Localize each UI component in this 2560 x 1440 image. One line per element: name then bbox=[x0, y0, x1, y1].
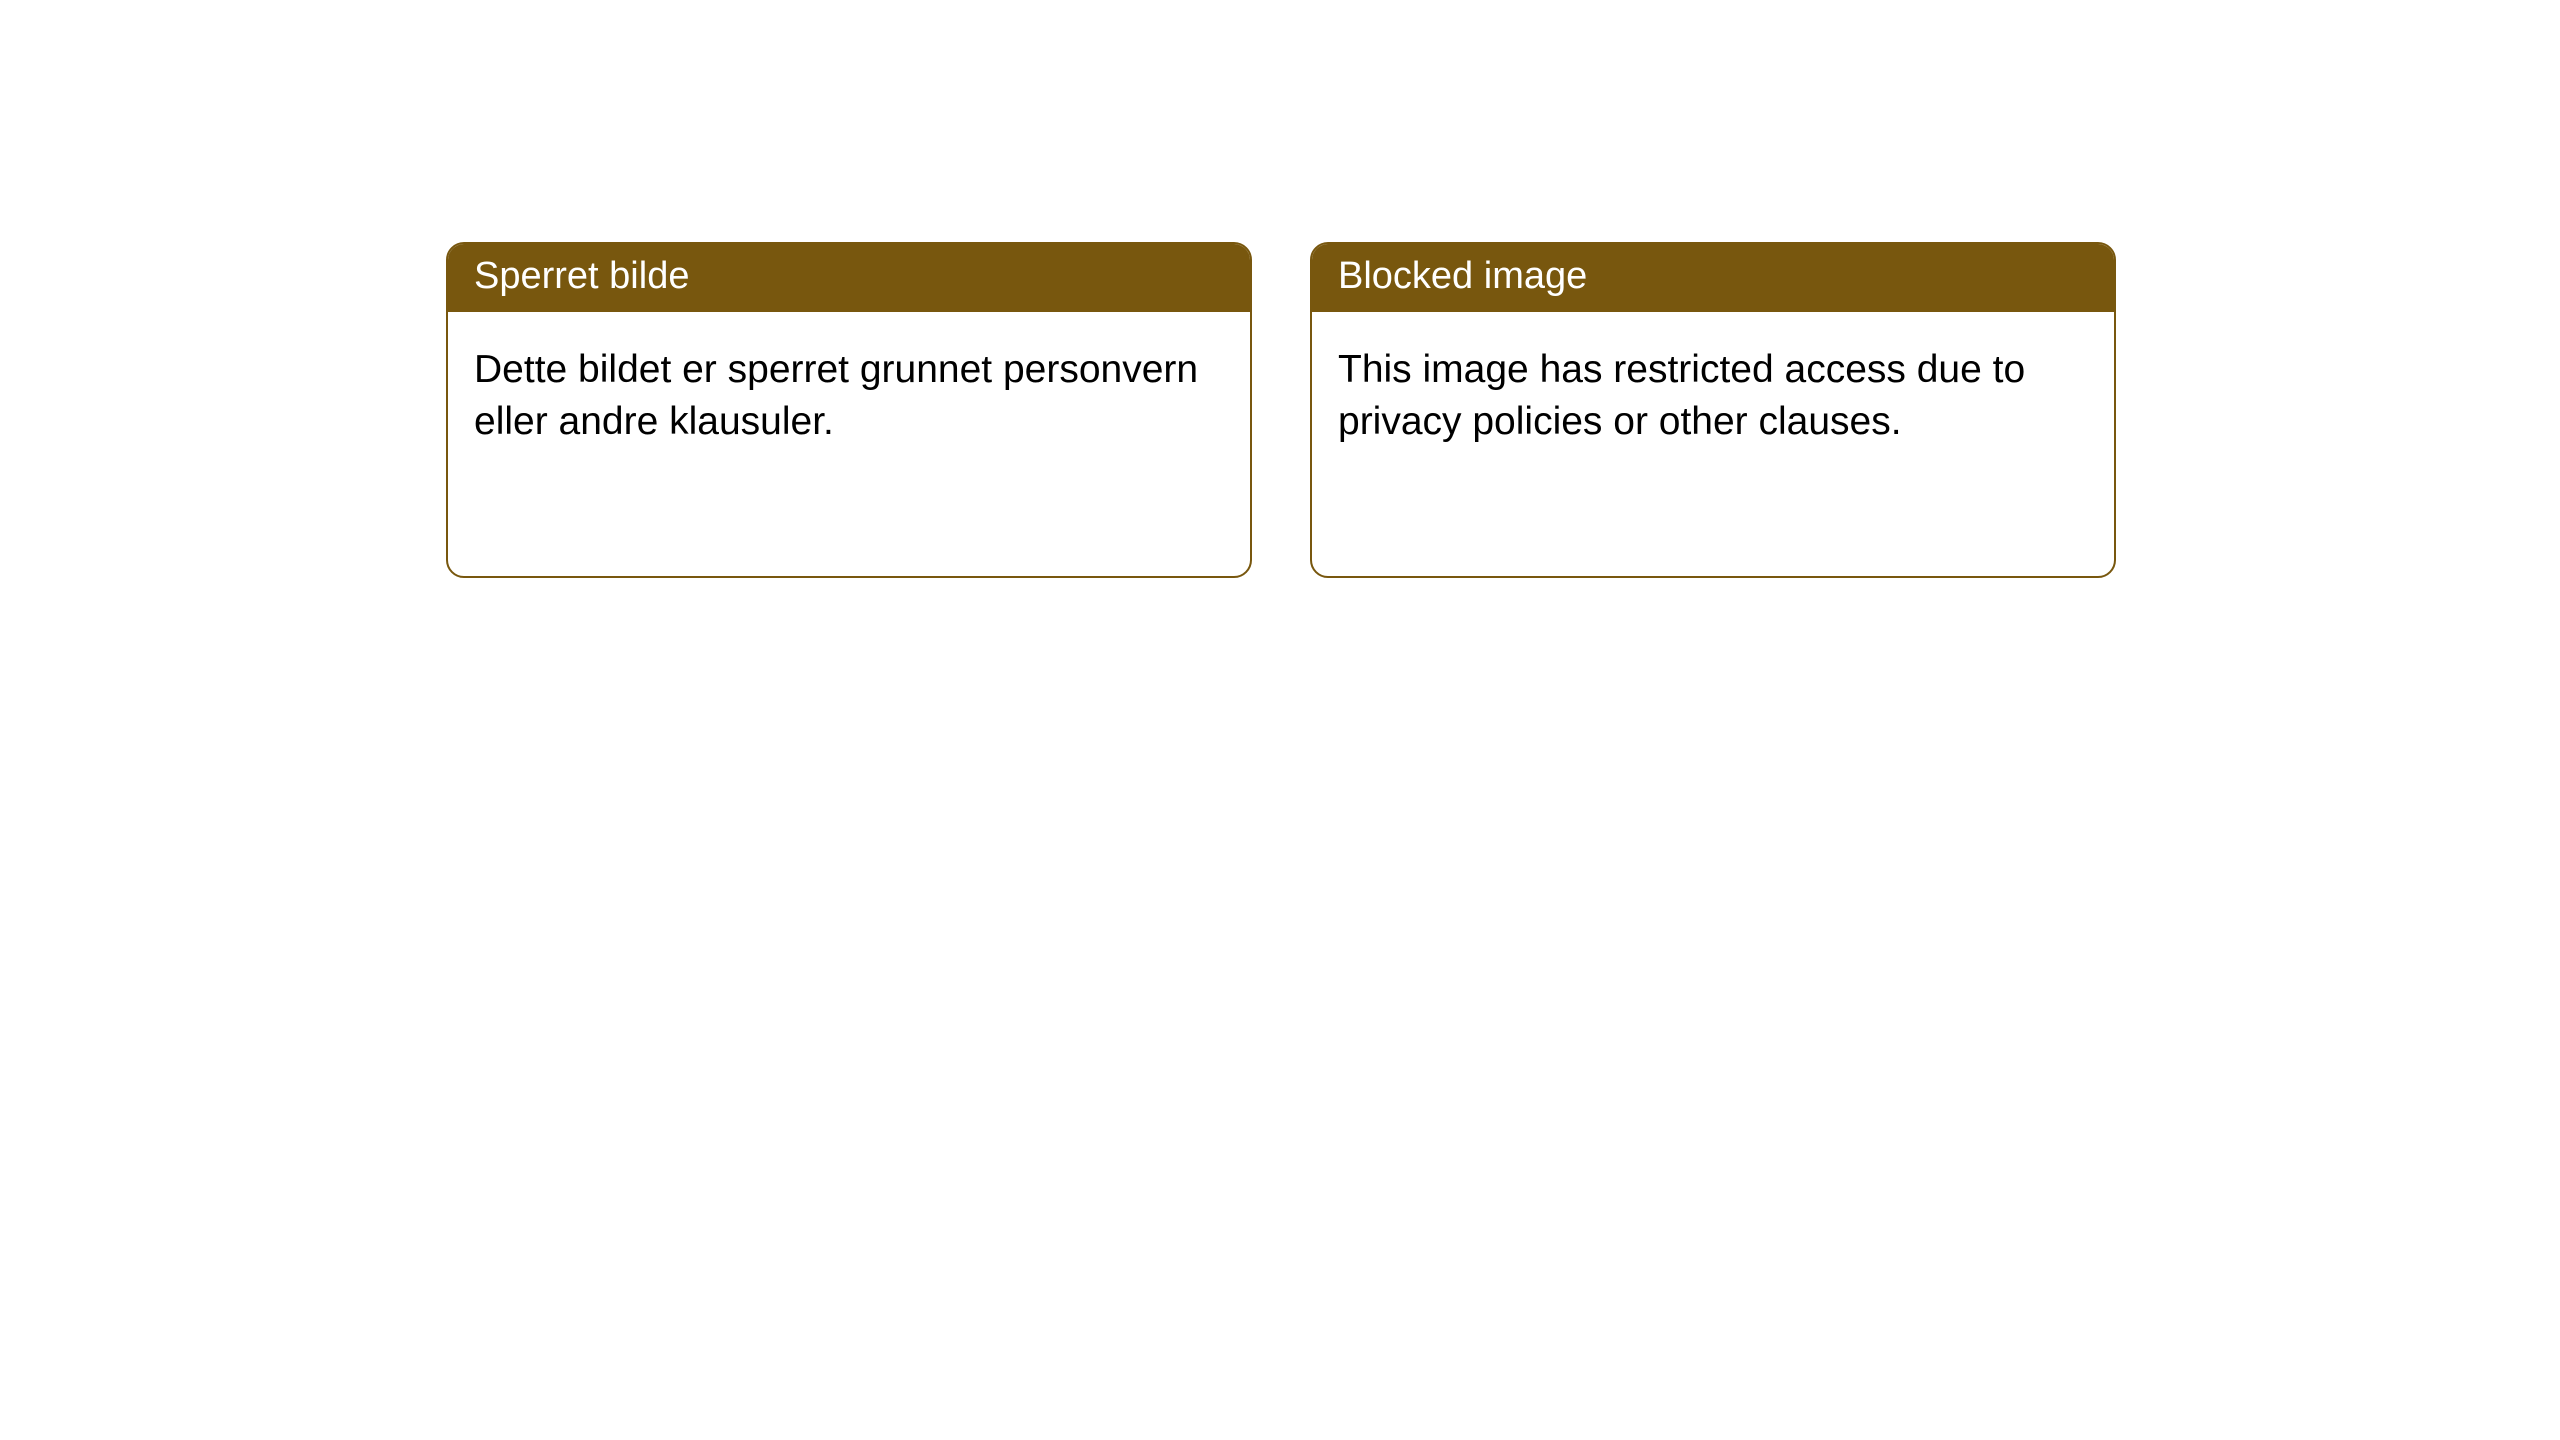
notice-body: This image has restricted access due to … bbox=[1312, 312, 2114, 481]
notice-container: Sperret bilde Dette bildet er sperret gr… bbox=[0, 0, 2560, 578]
notice-card-english: Blocked image This image has restricted … bbox=[1310, 242, 2116, 578]
notice-title: Blocked image bbox=[1312, 244, 2114, 312]
notice-body: Dette bildet er sperret grunnet personve… bbox=[448, 312, 1250, 481]
notice-card-norwegian: Sperret bilde Dette bildet er sperret gr… bbox=[446, 242, 1252, 578]
notice-title: Sperret bilde bbox=[448, 244, 1250, 312]
